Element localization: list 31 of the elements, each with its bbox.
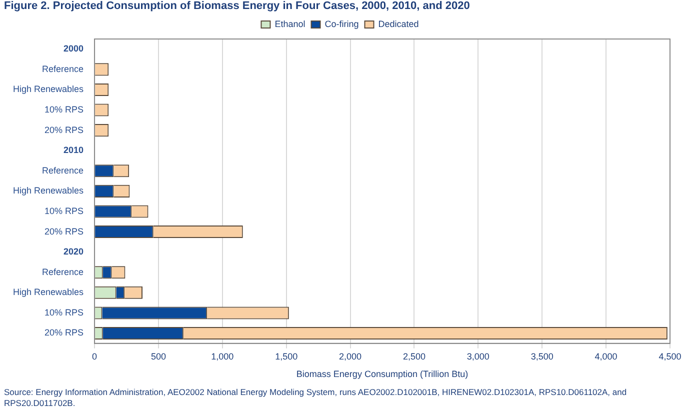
x-tick-label: 500: [150, 351, 166, 362]
y-tick-label: 2000: [64, 44, 84, 54]
chart-title: Figure 2. Projected Consumption of Biomass Energy in Four Cases, 2000, 2010, and 2020: [4, 0, 470, 12]
x-tick-label: 1,000: [211, 351, 234, 362]
legend-label: Ethanol: [274, 18, 306, 29]
x-tick-label: 1,500: [275, 351, 298, 362]
y-tick-label: High Renewables: [12, 287, 84, 298]
y-tick-label: 20% RPS: [44, 226, 84, 236]
y-tick-label: Reference: [42, 64, 84, 74]
y-tick-label: Reference: [42, 165, 84, 176]
y-tick-label: High Renewables: [12, 186, 84, 196]
y-tick-label: High Renewables: [12, 84, 84, 94]
source-note: Source: Energy Information Administration, AEO2002 National Energy Modeling System, runs AEO2002.D102001B, HIRENEW02.D102301A, RPS10.D061102A, and RPS20.D011702B.: [4, 387, 628, 409]
x-tick-label: 0: [92, 351, 98, 362]
x-tick-label: 3,000: [466, 351, 490, 362]
y-tick-label: 2020: [64, 246, 84, 257]
x-tick-label: 2,000: [339, 351, 362, 362]
x-tick-label: 3,500: [530, 351, 554, 362]
y-tick-label: 20% RPS: [44, 124, 84, 135]
y-tick-label: 2010: [64, 145, 84, 156]
x-axis-title: Biomass Energy Consumption (Trillion Btu): [296, 369, 468, 380]
y-tick-label: 10% RPS: [44, 104, 84, 115]
x-tick-label: 4,000: [594, 351, 618, 362]
y-tick-label: 10% RPS: [44, 206, 84, 216]
y-tick-label: 20% RPS: [44, 328, 84, 338]
x-tick-label: 4,500: [658, 351, 682, 362]
legend-label: Dedicated: [378, 18, 419, 29]
legend-label: Co-firing: [324, 18, 359, 29]
x-tick-label: 2,500: [402, 351, 426, 362]
y-tick-label: 10% RPS: [44, 307, 84, 318]
y-tick-label: Reference: [42, 266, 84, 277]
